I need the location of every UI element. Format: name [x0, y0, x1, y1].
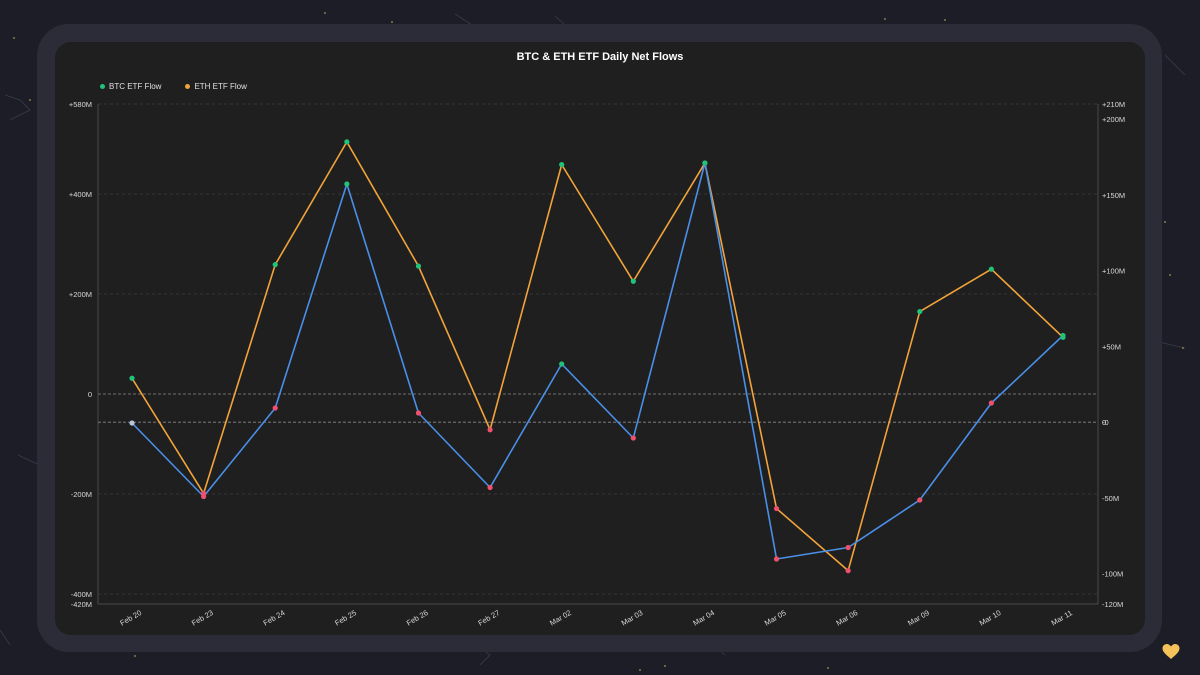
chart-legend: BTC ETF Flow ETH ETF Flow	[100, 82, 247, 91]
right-tick-label: +50M	[1102, 342, 1121, 351]
x-tick-label: Mar 05	[763, 608, 788, 627]
data-point-eth-etf-flow	[988, 266, 994, 272]
data-point-eth-etf-flow	[487, 427, 493, 433]
data-point-btc-etf-flow	[988, 400, 994, 406]
right-tick-label: +200M	[1102, 115, 1125, 124]
data-point-btc-etf-flow	[773, 556, 780, 562]
x-tick-label: Feb 23	[190, 608, 215, 627]
legend-label-eth: ETH ETF Flow	[194, 82, 247, 91]
data-point-eth-etf-flow	[415, 263, 422, 269]
left-tick-label: 0	[88, 390, 92, 399]
series-line-btc-etf-flow	[131, 162, 1064, 560]
right-tick-label: -0	[1102, 418, 1109, 427]
data-point-btc-etf-flow	[201, 493, 207, 500]
data-point-btc-etf-flow	[487, 484, 493, 491]
data-point-eth-etf-flow	[845, 568, 851, 574]
right-tick-label: +100M	[1102, 267, 1125, 276]
data-point-btc-etf-flow	[845, 544, 851, 551]
x-tick-label: Feb 27	[476, 608, 501, 627]
data-point-eth-etf-flow	[773, 505, 780, 512]
legend-marker-btc	[100, 84, 105, 89]
left-tick-label: +400M	[69, 190, 92, 199]
right-tick-label: -50M	[1102, 494, 1119, 503]
left-tick-label: -400M	[71, 590, 92, 599]
x-tick-label: Mar 06	[835, 608, 860, 627]
right-tick-label: 0	[1102, 418, 1106, 427]
line-chart: +580M +400M +200M 0 -200M -400M-420M +210M +200…	[69, 100, 1125, 628]
data-point-btc-etf-flow	[415, 410, 422, 416]
data-point-btc-etf-flow	[129, 420, 135, 426]
legend-item-btc[interactable]: BTC ETF Flow	[100, 82, 161, 91]
chart-panel: +580M +400M +200M 0 -200M -400M -420M +210M +200…	[55, 42, 1145, 635]
x-tick-label: Feb 26	[405, 608, 430, 627]
left-tick-label: -200M	[71, 490, 92, 499]
x-tick-label: Mar 04	[691, 608, 716, 627]
left-tick-label: -420M	[71, 600, 92, 609]
right-tick-label: +150M	[1102, 191, 1125, 200]
left-tick-label: +580M	[69, 100, 92, 109]
series-line-eth-etf-flow	[131, 141, 1064, 572]
data-point-btc-etf-flow	[344, 181, 350, 187]
right-tick-label: +210M	[1102, 100, 1125, 109]
data-point-eth-etf-flow	[344, 139, 350, 145]
x-tick-label: Mar 03	[620, 608, 645, 627]
heart-icon[interactable]	[1161, 642, 1181, 662]
x-tick-label: Feb 25	[333, 608, 358, 627]
right-tick-label: -100M	[1102, 570, 1123, 579]
legend-marker-eth	[185, 84, 191, 89]
data-point-btc-etf-flow	[559, 361, 565, 367]
x-tick-label: Mar 02	[548, 608, 573, 627]
data-point-eth-etf-flow	[559, 162, 565, 168]
x-tick-label: Feb 20	[118, 608, 143, 627]
data-point-btc-etf-flow	[702, 160, 708, 166]
data-point-eth-etf-flow	[272, 262, 278, 268]
legend-label-btc: BTC ETF Flow	[109, 82, 162, 91]
chart-title: BTC & ETH ETF Daily Net Flows	[516, 51, 684, 63]
data-point-btc-etf-flow	[630, 435, 636, 441]
x-tick-label: Mar 09	[906, 608, 931, 627]
x-tick-label: Feb 24	[262, 608, 287, 627]
data-point-btc-etf-flow	[1060, 332, 1066, 339]
left-tick-label: +200M	[69, 290, 92, 299]
data-point-eth-etf-flow	[129, 375, 135, 381]
data-point-eth-etf-flow	[917, 308, 923, 315]
legend-item-eth[interactable]: ETH ETF Flow	[185, 82, 247, 91]
data-point-btc-etf-flow	[272, 405, 278, 411]
right-tick-label: -120M	[1102, 600, 1123, 609]
data-point-btc-etf-flow	[917, 497, 923, 503]
data-point-eth-etf-flow	[630, 278, 636, 284]
x-tick-label: Mar 11	[1050, 608, 1074, 627]
x-tick-label: Mar 10	[978, 608, 1003, 627]
